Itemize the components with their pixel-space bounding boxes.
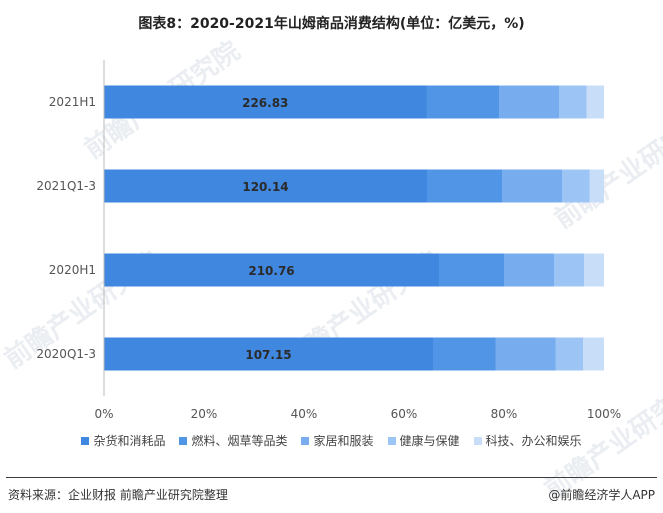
bar-segment (499, 85, 559, 119)
legend-label: 燃料、烟草等品类 (191, 434, 288, 448)
bar-segment (104, 169, 427, 203)
legend-swatch (179, 436, 188, 445)
legend-swatch (301, 436, 310, 445)
chart-title: 图表8：2020-2021年山姆商品消费结构(单位：亿美元，%) (138, 16, 525, 32)
labels-layer: 2021H1 226.83 2021Q1-3 120.14 2020H1 210.76 20… (36, 95, 621, 421)
x-tick-label: 100% (587, 407, 621, 421)
legend-label: 杂货和消耗品 (93, 434, 166, 448)
bar-segment (433, 337, 496, 371)
category-label: 2020H1 (49, 263, 96, 277)
legend-item: 燃料、烟草等品类 (179, 432, 287, 449)
x-tick-label: 60% (391, 407, 418, 421)
legend-item: 家居和服装 (301, 432, 374, 449)
legend-label: 家居和服装 (313, 434, 374, 448)
x-tick-label: 20% (191, 407, 218, 421)
bar-segment (427, 169, 502, 203)
bar-segment (589, 169, 604, 203)
bar-segment (559, 85, 587, 119)
bar-segment (504, 253, 554, 287)
bar-segment (586, 85, 604, 119)
data-label: 226.83 (242, 96, 288, 110)
bar-segment (439, 253, 504, 287)
bar-segment (104, 253, 439, 287)
legend-item: 科技、办公和娱乐 (473, 432, 582, 449)
bar-segment (584, 253, 604, 287)
legend: 杂货和消耗品 燃料、烟草等品类 家居和服装 健康与保健 科技、办公和娱乐 (0, 432, 663, 449)
bar-segment (495, 337, 556, 371)
legend-swatch (81, 436, 90, 445)
category-label: 2021H1 (49, 95, 96, 109)
x-tick-label: 40% (291, 407, 318, 421)
bar-segment (554, 253, 584, 287)
legend-item: 健康与保健 (387, 432, 460, 449)
bar-segment (555, 337, 583, 371)
bar-segment (562, 169, 590, 203)
legend-label: 健康与保健 (399, 434, 460, 448)
bars-layer (104, 85, 604, 371)
legend-item: 杂货和消耗品 (81, 432, 165, 449)
bar-segment (583, 337, 604, 371)
legend-swatch (473, 436, 482, 445)
x-tick-label: 80% (491, 407, 518, 421)
x-tick-label: 0% (94, 407, 113, 421)
bar-segment (104, 85, 427, 119)
bar-segment (104, 337, 433, 371)
data-label: 210.76 (248, 264, 294, 278)
data-label: 107.15 (245, 348, 291, 362)
bar-segment (426, 85, 499, 119)
source-note: 资料来源：企业财报 前瞻产业研究院整理 (8, 488, 228, 502)
stacked-bar-chart: 2021H1 226.83 2021Q1-3 120.14 2020H1 210.76 20… (36, 60, 621, 421)
legend-swatch (387, 436, 396, 445)
category-label: 2021Q1-3 (36, 179, 96, 193)
footer-divider (6, 477, 657, 478)
category-label: 2020Q1-3 (36, 347, 96, 361)
data-label: 120.14 (242, 180, 288, 194)
bar-segment (502, 169, 562, 203)
legend-label: 科技、办公和娱乐 (485, 434, 582, 448)
brand-note: @前瞻经济学人APP (548, 488, 655, 502)
